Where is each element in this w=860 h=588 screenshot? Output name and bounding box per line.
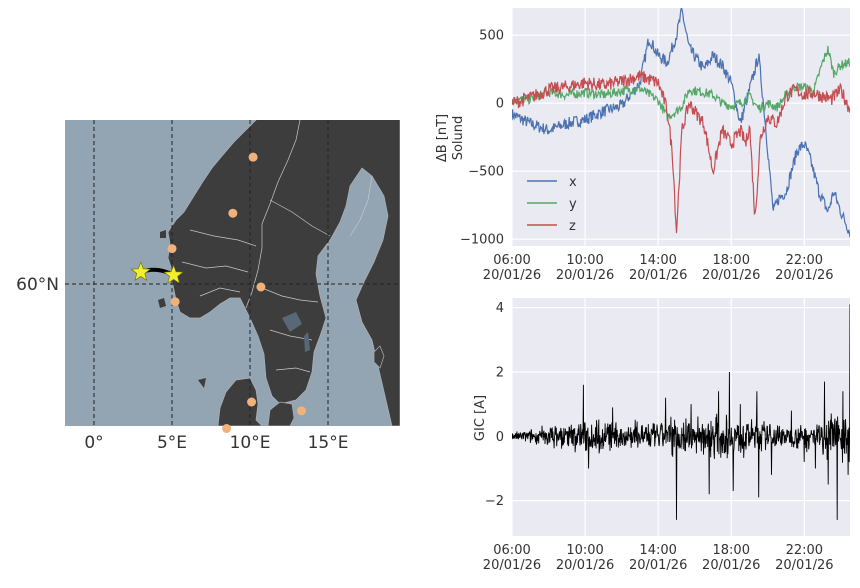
series-line-gic [512,304,850,520]
map-land-denmark [217,377,263,426]
station-marker [222,424,232,434]
map-graticule [65,120,400,426]
ytick-label: 0 [496,97,504,112]
map-land-gotland [373,345,385,369]
map-lon-tick: 10°E [230,433,271,453]
transmission-line [130,261,184,284]
yticks-gic: 4 2 0 −2 [485,301,504,509]
map-land-zealand [267,401,295,426]
station-marker [167,244,177,254]
map-lake-vattern [304,332,310,352]
xtick-label: 10:00 20/01/26 [556,253,614,283]
grid-db [511,8,850,246]
xtick-label: 14:00 20/01/26 [629,543,687,573]
series-line-z [512,70,850,234]
map-lon-tick: 5°E [157,433,187,453]
grid-gic [511,298,850,536]
chart-magnetic-field: 500 0 −500 −1000 06:00 20/01/26 10:00 20/01/26… [435,8,850,283]
xtick-label: 18:00 20/01/26 [702,253,760,283]
xticks-db: 06:00 20/01/26 10:00 20/01/26 14:00 20/01/26 1… [483,253,834,283]
map-borders [181,120,373,373]
map-panel: 0° 5°E 10°E 15°E 60°N [16,120,400,453]
station-marker [256,282,266,292]
ylabel-station: Solund [451,116,466,161]
station-marker [296,406,306,416]
ytick-label: −500 [468,165,504,180]
map-lon-tick: 15°E [308,433,349,453]
map-lon-tick: 0° [84,433,103,453]
map-land-scandinavia [167,120,400,426]
series-db [512,8,850,238]
series-line-x [512,8,850,238]
plot-area-gic [512,298,850,536]
station-marker [170,297,180,307]
endpoint-star-icon [130,261,152,281]
map-lake-vanern [282,312,302,332]
series-line-y [512,45,850,122]
xtick-label: 18:00 20/01/26 [702,543,760,573]
map-lon-ticks: 0° 5°E 10°E 15°E [84,433,348,453]
ytick-label: 500 [479,29,504,44]
ytick-label: −1000 [460,233,504,248]
ytick-label: 2 [496,365,504,380]
endpoint-star-icon [163,264,184,284]
ytick-label: 4 [496,301,504,316]
ytick-label: 0 [496,430,504,445]
xtick-label: 06:00 20/01/26 [483,253,541,283]
yticks-db: 500 0 −500 −1000 [460,29,504,248]
map-lat-tick: 60°N [16,275,59,295]
magnetometer-stations [167,152,306,434]
chart-gic: 4 2 0 −2 06:00 20/01/26 10:00 20/01/26 14:00 20/… [473,298,850,573]
xtick-label: 10:00 20/01/26 [556,543,614,573]
xtick-label: 22:00 20/01/26 [775,253,833,283]
xtick-label: 06:00 20/01/26 [483,543,541,573]
series-gic [512,304,850,520]
ytick-label: −2 [485,494,504,509]
ylabel-db: ΔB [nT] [435,114,450,162]
xtick-label: 14:00 20/01/26 [629,253,687,283]
legend-label: y [569,197,577,212]
xticks-gic: 06:00 20/01/26 10:00 20/01/26 14:00 20/01/26 1… [483,543,834,573]
legend-label: x [569,175,577,190]
legend-label: z [569,219,576,234]
legend-db: xyz [527,175,577,234]
station-marker [248,152,258,162]
xtick-label: 22:00 20/01/26 [775,543,833,573]
ylabel-gic: GIC [A] [473,395,488,441]
station-marker [247,397,257,407]
station-marker [228,208,238,218]
